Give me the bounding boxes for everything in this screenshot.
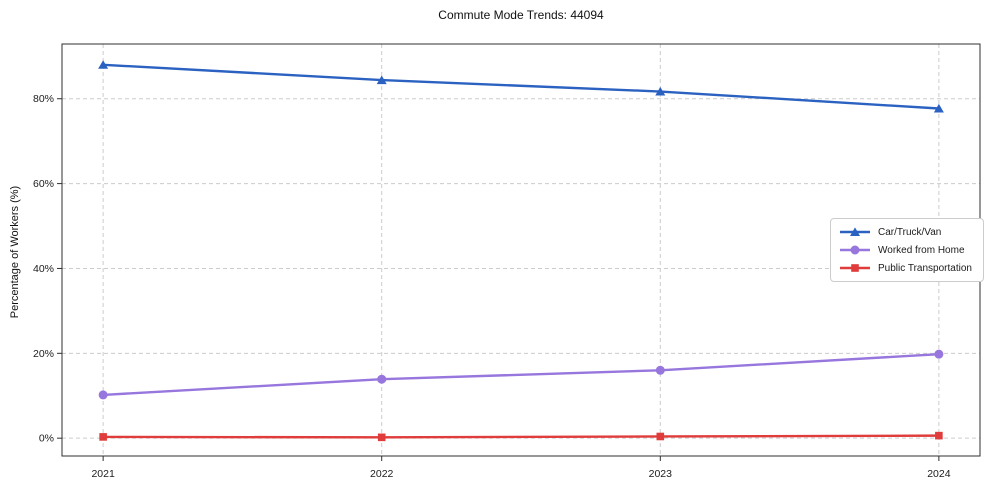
legend-item: Car/Truck/Van [840, 226, 972, 238]
circle-marker [934, 349, 944, 359]
legend-item: Public Transportation [840, 262, 972, 274]
legend: Car/Truck/Van Worked from Home Public Tran… [830, 218, 984, 282]
x-tick-label: 2024 [927, 468, 951, 480]
legend-label: Public Transportation [878, 262, 972, 274]
y-tick-label: 80% [33, 93, 54, 105]
legend-swatch-circle-icon [840, 245, 870, 255]
circle-marker [98, 390, 108, 400]
square-marker [656, 432, 665, 441]
legend-label: Car/Truck/Van [878, 226, 942, 238]
square-marker [851, 264, 859, 272]
triangle-marker [655, 86, 666, 96]
series-line [101, 352, 941, 397]
y-tick-label: 60% [33, 178, 54, 190]
circle-marker [850, 245, 860, 255]
triangle-marker [98, 60, 109, 69]
y-tick-label: 0% [39, 433, 54, 445]
y-tick-label: 20% [33, 348, 54, 360]
legend-label: Worked from Home [878, 244, 965, 256]
chart-title: Commute Mode Trends: 44094 [438, 8, 604, 22]
legend-swatch-square-icon [840, 264, 870, 272]
x-tick-label: 2021 [91, 468, 115, 480]
legend-swatch-triangle-icon [840, 227, 870, 236]
square-marker [935, 431, 943, 440]
series-car-truck-van [98, 60, 944, 113]
square-marker [99, 433, 107, 441]
y-tick-label: 40% [33, 263, 54, 275]
triangle-marker [850, 227, 860, 236]
circle-marker [655, 365, 665, 375]
series-line [101, 434, 941, 439]
triangle-marker [376, 75, 387, 85]
series-line [101, 63, 941, 110]
circle-marker [377, 374, 387, 384]
square-marker [377, 433, 386, 442]
series-public-transportation [99, 431, 943, 442]
x-tick-label: 2023 [649, 468, 673, 480]
triangle-marker [933, 103, 944, 113]
legend-item: Worked from Home [840, 244, 972, 256]
series-worked-from-home [98, 349, 944, 400]
x-tick-label: 2022 [370, 468, 394, 480]
